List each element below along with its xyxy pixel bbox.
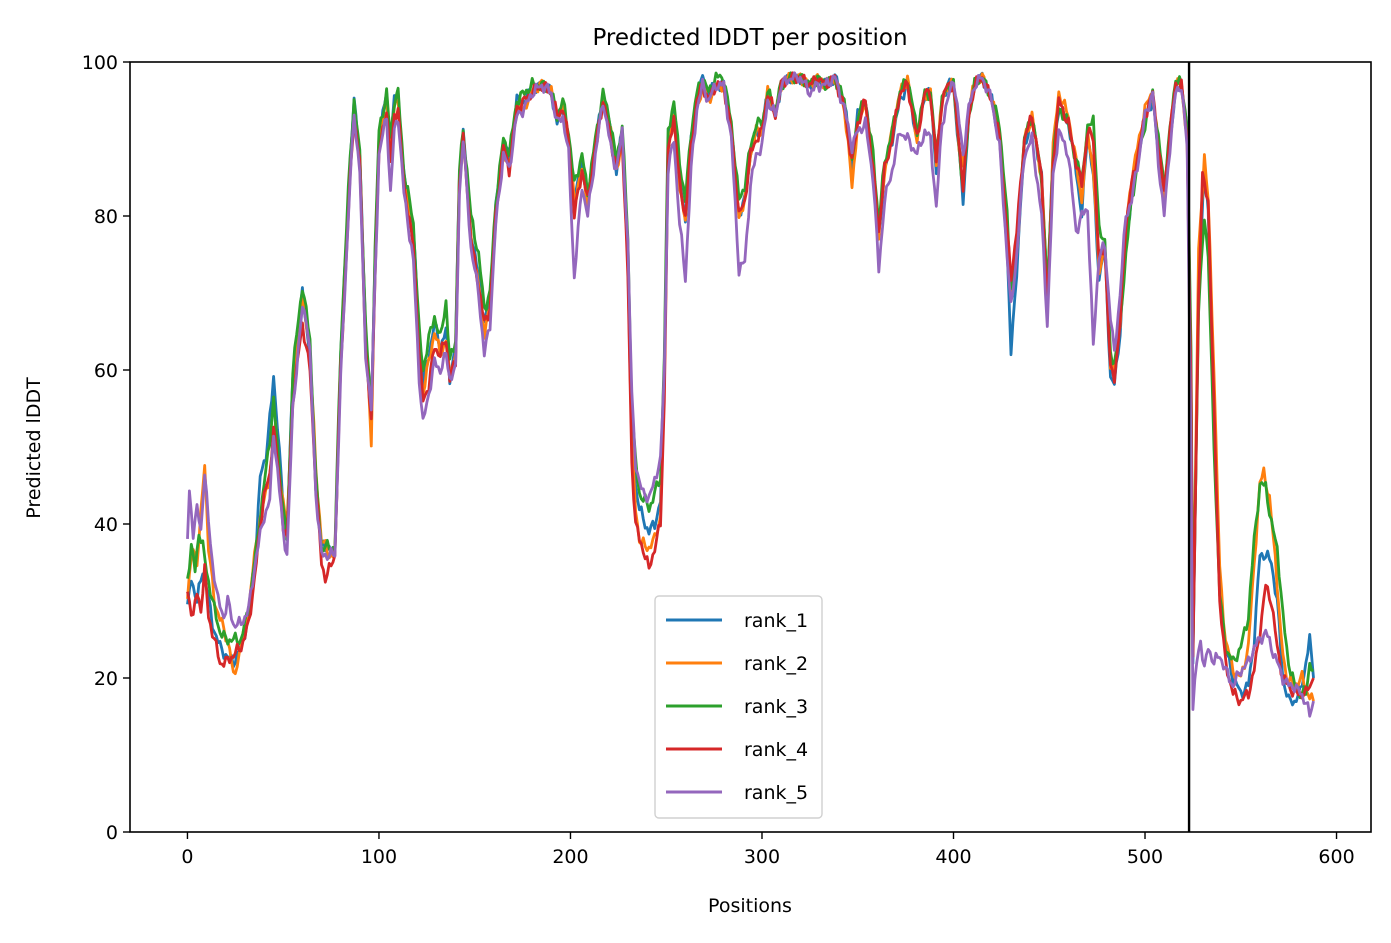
- x-tick-label: 300: [744, 846, 780, 868]
- legend-box: [654, 595, 823, 819]
- x-axis-label: Positions: [708, 895, 792, 917]
- chart-title: Predicted lDDT per position: [592, 25, 907, 51]
- series-lines: [186, 71, 1315, 718]
- x-axis-ticks: 0 100 200 300 400 500 600: [181, 832, 1355, 868]
- x-tick-label: 400: [935, 846, 971, 868]
- x-tick-label: 100: [361, 846, 397, 868]
- y-axis-ticks: 0 20 40 60 80 100: [82, 52, 130, 844]
- legend-label: rank_3: [744, 696, 808, 718]
- y-tick-label: 60: [94, 360, 118, 382]
- legend: rank_1 rank_2 rank_3 rank_4 rank_5: [654, 595, 823, 819]
- y-tick-label: 100: [82, 52, 118, 74]
- legend-label: rank_4: [744, 739, 808, 761]
- legend-label: rank_2: [744, 653, 808, 675]
- plot-frame: [129, 61, 1372, 833]
- legend-label: rank_5: [744, 782, 808, 804]
- x-tick-label: 200: [552, 846, 588, 868]
- x-tick-label: 0: [181, 846, 193, 868]
- series-line-rank-5: [186, 71, 1315, 718]
- y-tick-label: 20: [94, 668, 118, 690]
- legend-label: rank_1: [744, 610, 808, 632]
- x-tick-label: 500: [1127, 846, 1163, 868]
- x-tick-label: 600: [1318, 846, 1354, 868]
- y-tick-label: 0: [106, 822, 118, 844]
- y-axis-label: Predicted lDDT: [23, 377, 45, 519]
- y-tick-label: 80: [94, 206, 118, 228]
- y-tick-label: 40: [94, 514, 118, 536]
